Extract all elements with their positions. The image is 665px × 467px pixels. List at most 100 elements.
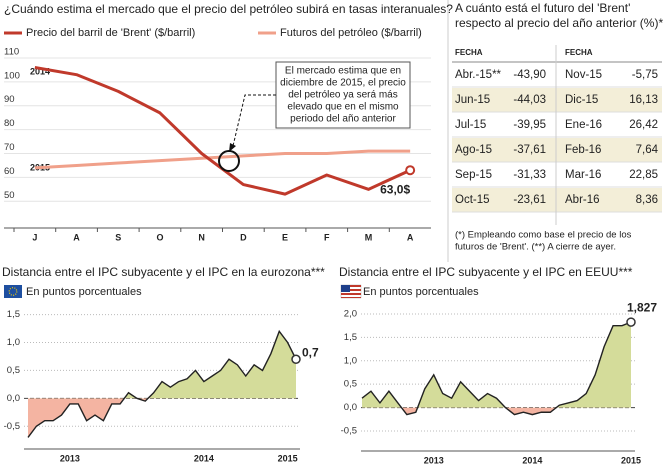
value-label: 0,7 xyxy=(302,345,319,359)
x-tick-label: 2015 xyxy=(278,453,298,463)
y-tick-label: 0,0 xyxy=(7,393,20,404)
row-shade xyxy=(452,188,662,212)
table-cell: Ene-16 xyxy=(565,119,602,131)
us-flag xyxy=(340,284,362,299)
y-tick-label: 0,5 xyxy=(7,365,20,376)
table-header: FECHA xyxy=(565,48,593,57)
callout-text: diciembre de 2015, el precio xyxy=(280,78,406,89)
x-tick-label: 2015 xyxy=(621,455,641,465)
y-tick-label: -0,5 xyxy=(4,421,20,432)
y-tick-label: 60 xyxy=(4,166,15,177)
chart-subtitle: En puntos porcentuales xyxy=(363,286,479,298)
callout-text: del petróleo ya será más xyxy=(288,90,398,101)
x-tick-label: 2014 xyxy=(522,455,542,465)
y-tick-label: 1,5 xyxy=(344,332,357,343)
table-title: respecto al precio del año anterior (%)* xyxy=(455,16,663,30)
callout-box xyxy=(275,61,411,129)
row-shade xyxy=(452,88,662,112)
area-neg xyxy=(401,407,557,415)
table-cell: Ago-15 xyxy=(455,144,492,156)
table-cell: 7,64 xyxy=(636,144,659,156)
x-tick-label: 2014 xyxy=(194,453,214,463)
table-cell: -44,03 xyxy=(513,94,546,106)
y-tick-label: 0,5 xyxy=(344,379,357,390)
y-tick-label: 110 xyxy=(4,46,19,57)
table-cell: -5,75 xyxy=(632,69,658,81)
y-tick-label: 1,5 xyxy=(7,309,20,320)
crossing-highlight xyxy=(218,150,240,172)
y-tick-label: -0,5 xyxy=(341,425,357,436)
footnote: futuros de 'Brent'. (**) A cierre de aye… xyxy=(455,242,616,253)
y-tick-label: 2,0 xyxy=(344,309,357,320)
table-cell: 16,13 xyxy=(629,94,658,106)
table-cell: Oct-15 xyxy=(455,194,490,206)
x-tick-label: A xyxy=(407,232,414,242)
chart-title: ¿Cuándo estima el mercado que el precio … xyxy=(4,2,453,16)
end-point xyxy=(291,354,301,364)
legend-label: Futuros del petróleo ($/barril) xyxy=(280,27,422,39)
table-cell: -43,90 xyxy=(513,69,546,81)
value-label: 63,0$ xyxy=(380,182,410,196)
table-cell: -31,33 xyxy=(513,169,546,181)
x-tick-label: D xyxy=(240,232,247,242)
eu-flag xyxy=(4,285,22,298)
row-shade xyxy=(452,138,662,162)
end-point xyxy=(405,165,416,176)
x-tick-label: 2013 xyxy=(424,455,444,465)
end-point xyxy=(626,317,636,327)
x-tick-label: O xyxy=(156,232,163,242)
x-tick-label: F xyxy=(324,232,330,242)
table-cell: Sep-15 xyxy=(455,169,492,181)
table-cell: -37,61 xyxy=(513,144,546,156)
arrow-head xyxy=(229,143,236,152)
x-tick-label: 2013 xyxy=(60,453,80,463)
series-line xyxy=(27,329,297,438)
y-tick-label: 90 xyxy=(4,94,15,105)
y-tick-label: 50 xyxy=(4,190,15,201)
y-tick-label: 1,0 xyxy=(344,355,357,366)
table-cell: 26,42 xyxy=(629,119,658,131)
series-line xyxy=(361,321,632,416)
table-cell: 8,36 xyxy=(636,194,658,206)
table-header: FECHA xyxy=(455,48,483,57)
table-cell: Jul-15 xyxy=(455,119,486,131)
table-cell: -39,95 xyxy=(513,119,546,131)
x-tick-label: N xyxy=(198,232,205,242)
x-tick-label: E xyxy=(282,232,288,242)
value-label: 1,827 xyxy=(627,300,657,314)
table-cell: Nov-15 xyxy=(565,69,602,81)
callout-text: El mercado estima que en xyxy=(285,66,401,77)
x-tick-label: J xyxy=(32,232,37,242)
y-tick-label: 1,0 xyxy=(7,337,20,348)
chart-title: Distancia entre el IPC subyacente y el I… xyxy=(339,265,633,279)
area-pos xyxy=(362,322,631,408)
table-cell: Jun-15 xyxy=(455,94,490,106)
table-cell: Dic-15 xyxy=(565,94,598,106)
table-cell: Abr.-15** xyxy=(455,69,502,81)
area-pos xyxy=(28,331,296,399)
y-tick-label: 0,0 xyxy=(344,402,357,413)
table-cell: Mar-16 xyxy=(565,169,601,181)
table-title: A cuánto está el futuro del 'Brent' xyxy=(455,1,630,15)
chart-title: Distancia entre el IPC subyacente y el I… xyxy=(2,265,325,279)
callout-arrow xyxy=(232,94,276,147)
footnote: (*) Empleando como base el precio de los xyxy=(455,230,632,241)
callout-text: elevado que en el mismo xyxy=(287,102,399,113)
table-cell: -23,61 xyxy=(513,194,546,206)
y-tick-label: 100 xyxy=(4,70,20,81)
year-annotation: 2014 xyxy=(30,66,50,76)
x-tick-label: M xyxy=(365,232,373,242)
x-tick-label: A xyxy=(73,232,80,242)
table-cell: Feb-16 xyxy=(565,144,601,156)
area-neg xyxy=(28,398,149,438)
callout-text: periodo del año anterior xyxy=(290,114,396,125)
x-tick-label: S xyxy=(115,232,121,242)
legend-label: Precio del barril de 'Brent' ($/barril) xyxy=(26,27,195,39)
chart-subtitle: En puntos porcentuales xyxy=(26,286,142,298)
y-tick-label: 80 xyxy=(4,118,15,129)
series-line xyxy=(34,149,411,170)
y-tick-label: 70 xyxy=(4,142,15,153)
table-cell: Abr-16 xyxy=(565,194,600,206)
